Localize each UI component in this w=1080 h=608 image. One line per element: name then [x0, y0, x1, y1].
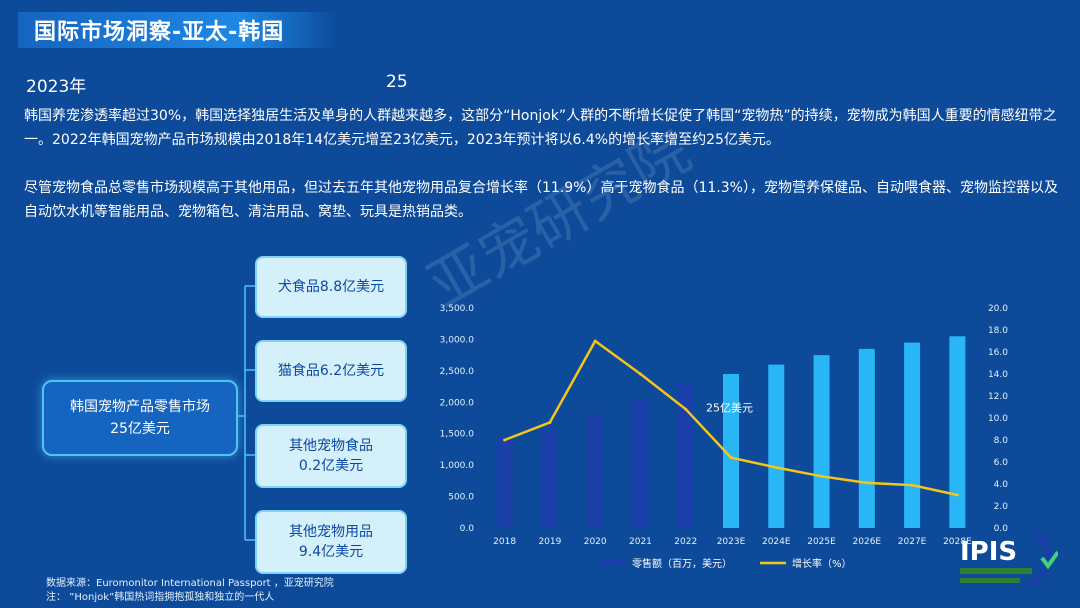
x-tick-label: 2020 — [584, 537, 607, 547]
bar — [904, 342, 921, 528]
bar — [587, 414, 604, 528]
y-tick-right: 4.0 — [994, 480, 1009, 490]
x-tick-label: 2025E — [807, 537, 836, 547]
ipis-logo: IPIS — [960, 529, 1058, 589]
leaf-label: 其他宠物用品 — [289, 524, 373, 540]
x-tick-label: 2028E — [943, 537, 972, 547]
leaf-other-food: 其他宠物食品 0.2亿美元 — [255, 424, 407, 488]
paragraph-2: 尽管宠物食品总零售市场规模高于其他用品，但过去五年其他宠物用品复合增长率（11.… — [24, 180, 1058, 220]
x-tick-label: 2024E — [762, 537, 791, 547]
growth-point — [638, 372, 642, 376]
y-tick-right: 8.0 — [994, 436, 1009, 446]
growth-point — [910, 483, 914, 487]
leaf-label: 猫食品6.2亿美元 — [277, 363, 385, 379]
market-root-box: 韩国宠物产品零售市场 25亿美元 — [42, 380, 238, 456]
y-tick-right: 0.0 — [994, 524, 1009, 534]
y-tick-left: 1,000.0 — [440, 461, 475, 471]
growth-point — [503, 438, 507, 442]
year-label: 2023年 — [26, 77, 87, 97]
leaf-label: 其他宠物食品 — [289, 438, 373, 454]
y-tick-left: 3,500.0 — [440, 304, 475, 314]
bar — [632, 399, 649, 528]
y-tick-right: 16.0 — [988, 348, 1008, 358]
growth-point — [548, 420, 552, 424]
x-tick-label: 2023E — [717, 537, 746, 547]
bar — [813, 355, 830, 528]
growth-point — [593, 339, 597, 343]
x-tick-label: 2021 — [629, 537, 652, 547]
bar — [723, 374, 739, 528]
leaf-value: 9.4亿美元 — [298, 544, 364, 560]
retail-chart: 0.0 500.0 1,000.0 1,500.0 2,000.0 2,500.0 3,00… — [440, 304, 1009, 570]
root-value: 25亿美元 — [110, 421, 170, 437]
bar — [768, 364, 785, 528]
leaf-value: 0.2亿美元 — [298, 458, 364, 474]
svg-text:IPIS: IPIS — [960, 537, 1017, 567]
bar — [496, 440, 513, 528]
growth-point — [729, 456, 733, 460]
bar — [541, 430, 558, 528]
bar — [858, 348, 875, 528]
leaf-cat-food: 猫食品6.2亿美元 — [255, 340, 407, 402]
y-tick-left: 500.0 — [448, 493, 474, 503]
page-title: 国际市场洞察-亚太-韩国 — [34, 20, 285, 45]
leaf-dog-food: 犬食品8.8亿美元 — [255, 256, 407, 318]
check-shield-icon — [1040, 550, 1058, 570]
x-tick-label: 2019 — [538, 537, 561, 547]
paragraph-1: 韩国养宠渗透率超过30%，韩国选择独居生活及单身的人群越来越多，这部分“Honj… — [24, 108, 1057, 148]
x-tick-label: 2027E — [898, 537, 927, 547]
x-tick-label: 2018 — [493, 537, 516, 547]
y-tick-right: 20.0 — [988, 304, 1008, 314]
y-tick-left: 3,000.0 — [440, 335, 475, 345]
x-tick-label: 2022 — [674, 537, 697, 547]
y-tick-right: 10.0 — [988, 414, 1008, 424]
y-tick-right: 12.0 — [988, 392, 1008, 402]
root-label: 韩国宠物产品零售市场 — [70, 399, 210, 415]
y-tick-left: 2,000.0 — [440, 398, 475, 408]
y-tick-right: 6.0 — [994, 458, 1009, 468]
x-tick-label: 2026E — [853, 537, 882, 547]
bar — [949, 336, 966, 528]
y-tick-right: 18.0 — [988, 326, 1008, 336]
growth-point — [774, 466, 778, 469]
footer-source: 数据来源：Euromonitor International Passport … — [46, 578, 334, 589]
legend-bar-label: 零售额（百万，美元） — [632, 557, 732, 570]
y-tick-left: 0.0 — [460, 524, 475, 534]
leaf-other-supplies: 其他宠物用品 9.4亿美元 — [255, 510, 407, 574]
y-tick-right: 14.0 — [988, 370, 1008, 380]
growth-point — [955, 493, 959, 497]
growth-point — [865, 481, 869, 485]
title-bar — [18, 12, 338, 48]
legend-line-label: 增长率（%） — [792, 557, 852, 570]
y-tick-left: 1,500.0 — [440, 430, 475, 440]
footer-note: 注： ”Honjok”韩国热词指拥抱孤独和独立的一代人 — [46, 592, 275, 603]
y-tick-right: 2.0 — [994, 502, 1009, 512]
bar — [677, 383, 694, 528]
growth-point — [684, 407, 688, 411]
growth-point — [820, 474, 824, 478]
legend-bar-swatch — [602, 560, 626, 565]
leaf-label: 犬食品8.8亿美元 — [277, 279, 385, 295]
y-tick-left: 2,500.0 — [440, 367, 475, 377]
number-label: 25 — [386, 72, 408, 92]
chart-annotation: 25亿美元 — [706, 401, 753, 414]
